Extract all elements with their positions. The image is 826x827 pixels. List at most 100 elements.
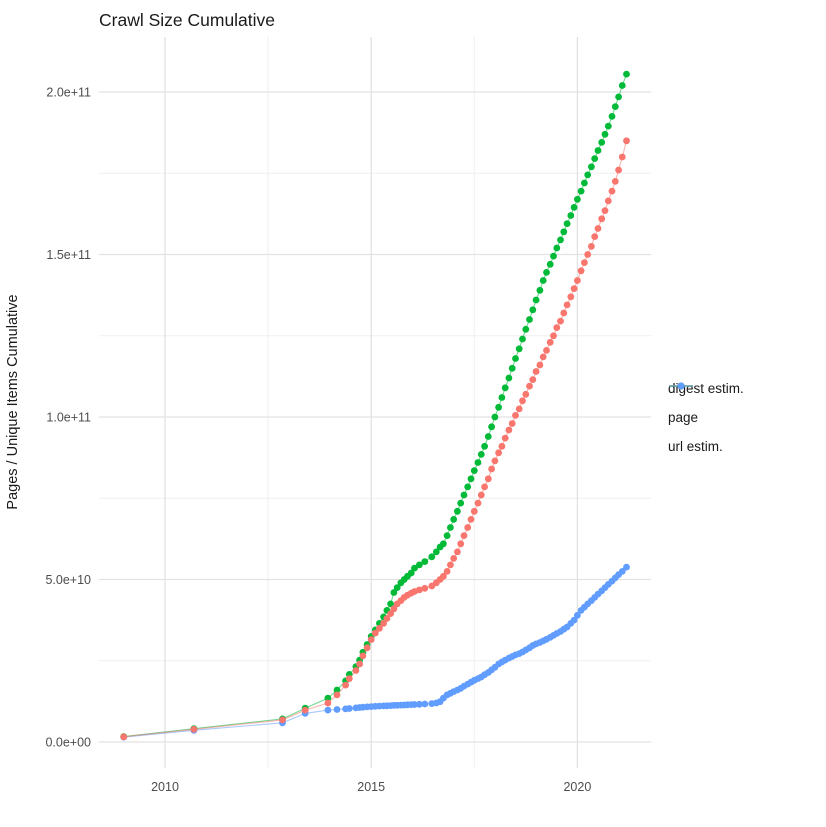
data-point-digest-estim [588, 243, 595, 250]
data-point-page [529, 306, 537, 314]
data-point-digest-estim [495, 449, 502, 457]
data-point-digest-estim [563, 301, 571, 309]
legend-item-label: digest estim. [668, 381, 744, 396]
data-point-page [574, 195, 581, 203]
data-point-page [428, 553, 436, 561]
data-point-digest-estim [190, 725, 198, 733]
data-point-page [539, 277, 547, 284]
data-point-digest-estim [352, 667, 360, 674]
data-point-url-estim [333, 706, 341, 713]
data-point-digest-estim [543, 347, 550, 354]
data-point-url-estim [324, 706, 332, 714]
data-point-page [432, 548, 440, 556]
x-tick-label: 2020 [563, 780, 591, 794]
data-point-digest-estim [333, 691, 341, 699]
data-point-url-estim [618, 568, 626, 575]
data-point-page [421, 558, 429, 565]
data-point-page [324, 694, 332, 702]
data-point-page [460, 491, 468, 499]
data-point-page [491, 413, 499, 421]
data-point-page [611, 103, 619, 110]
data-point-digest-estim [460, 532, 468, 539]
data-point-digest-estim [457, 540, 465, 548]
data-point-page [623, 70, 630, 78]
data-point-digest-estim [484, 475, 492, 483]
data-point-page [416, 561, 423, 569]
data-point-page [563, 220, 571, 228]
data-point-digest-estim [359, 652, 367, 660]
data-point-page [567, 212, 575, 219]
data-point-page [387, 600, 394, 608]
data-point-digest-estim [604, 197, 612, 205]
data-point-digest-estim [440, 572, 447, 580]
x-tick-label: 2015 [357, 780, 385, 794]
data-point-page [495, 403, 502, 411]
data-point-page [546, 260, 554, 268]
data-point-page [505, 374, 513, 382]
data-point-digest-estim [546, 338, 554, 346]
data-point-digest-estim [501, 434, 509, 442]
data-point-digest-estim [383, 615, 391, 622]
data-point-digest-estim [301, 706, 309, 714]
data-point-page [454, 507, 461, 515]
data-point-digest-estim [508, 420, 516, 427]
data-point-digest-estim [491, 457, 499, 465]
y-tick-label: 1.0e+11 [46, 411, 91, 425]
data-point-digest-estim [447, 561, 454, 569]
data-point-digest-estim [279, 716, 286, 724]
data-point-digest-estim [577, 267, 585, 275]
data-point-page [440, 540, 447, 548]
data-point-page [577, 187, 585, 195]
data-point-page [450, 516, 458, 523]
data-point-page [474, 459, 482, 466]
data-point-digest-estim [474, 499, 482, 507]
data-point-url-estim [623, 563, 630, 571]
data-point-digest-estim [598, 215, 606, 223]
data-point-page [443, 532, 451, 539]
data-point-page [407, 569, 415, 577]
data-point-page [393, 584, 401, 591]
data-point-digest-estim [467, 516, 475, 523]
data-point-page [457, 499, 465, 507]
data-point-digest-estim [522, 390, 530, 398]
data-point-page [501, 384, 509, 392]
data-point-digest-estim [532, 368, 540, 375]
data-point-digest-estim [615, 166, 622, 174]
legend-item-label: page [668, 410, 699, 425]
data-point-digest-estim [553, 324, 561, 331]
data-point-page [470, 467, 478, 474]
data-point-digest-estim [450, 555, 458, 562]
data-point-digest-estim [454, 548, 461, 556]
data-point-page [477, 451, 485, 458]
legend: digest estim. page url estim. [668, 378, 744, 457]
data-point-digest-estim [550, 332, 557, 340]
data-point-url-estim [421, 700, 429, 708]
data-point-digest-estim [416, 586, 423, 594]
data-point-digest-estim [574, 277, 581, 284]
data-point-digest-estim [591, 233, 599, 241]
data-point-page [481, 442, 488, 450]
data-point-page [333, 686, 341, 694]
legend-item-page: page [668, 382, 744, 428]
data-point-digest-estim [618, 153, 626, 161]
data-point-digest-estim [371, 629, 379, 637]
data-point-digest-estim [376, 624, 383, 632]
data-point-page [560, 228, 568, 236]
data-point-digest-estim [345, 675, 353, 682]
data-point-url-estim [345, 705, 353, 712]
data-point-page [484, 433, 492, 440]
data-point-page [526, 316, 533, 323]
data-point-page [557, 236, 564, 244]
data-point-digest-estim [519, 397, 526, 405]
series-page [120, 70, 630, 740]
data-point-page [553, 244, 561, 252]
data-point-url-estim [416, 700, 423, 708]
data-point-digest-estim [363, 644, 371, 652]
data-point-digest-estim [387, 610, 394, 617]
data-point-digest-estim [526, 382, 533, 390]
data-point-page [532, 296, 540, 304]
data-point-digest-estim [342, 681, 349, 689]
data-point-digest-estim [470, 507, 478, 515]
y-tick-label: 5.0e+10 [45, 573, 91, 587]
